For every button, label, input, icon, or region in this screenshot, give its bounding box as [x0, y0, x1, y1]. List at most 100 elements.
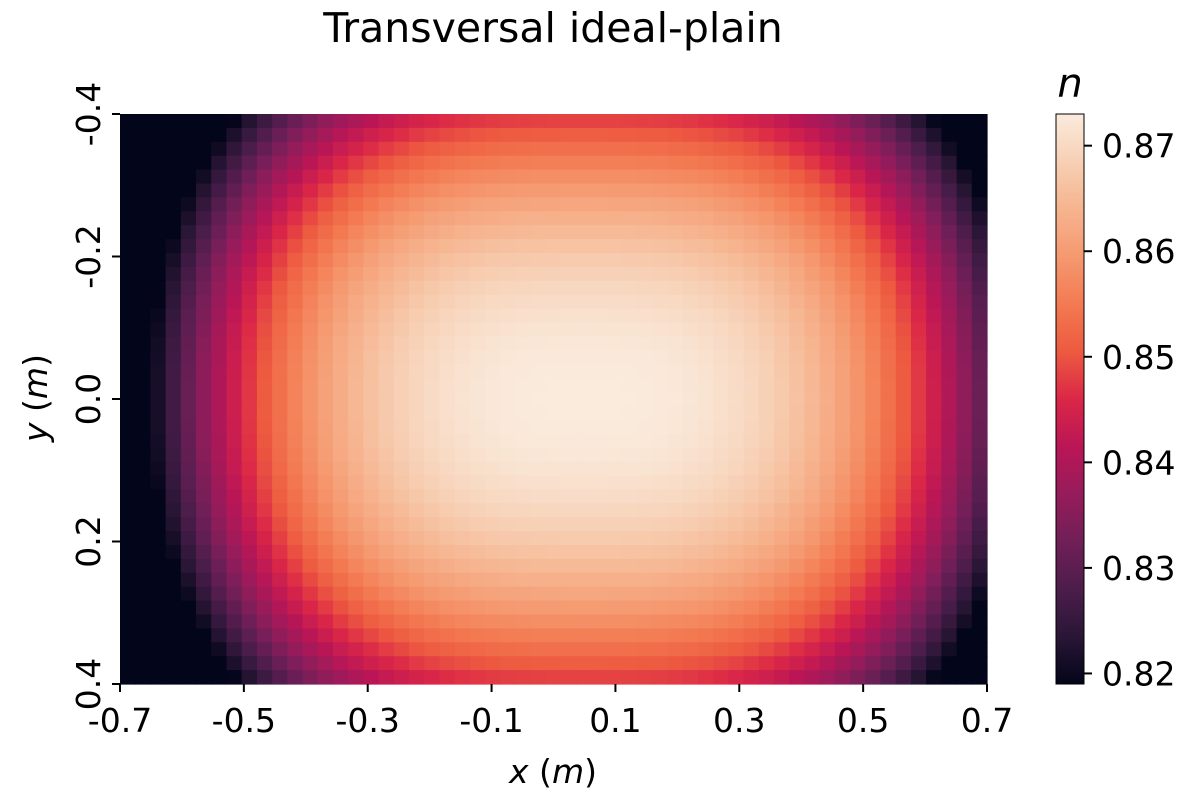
- heatmap-cell: [804, 586, 821, 602]
- heatmap-cell: [850, 419, 866, 435]
- heatmap-cell: [637, 336, 653, 351]
- heatmap-cell: [804, 197, 821, 212]
- heatmap-cell: [819, 503, 836, 518]
- heatmap-cell: [485, 350, 501, 365]
- x-tick-label: 0.1: [589, 701, 641, 740]
- heatmap-cell: [150, 350, 167, 365]
- heatmap-cell: [500, 614, 517, 629]
- heatmap-cell: [926, 239, 942, 254]
- heatmap-cell: [485, 266, 501, 282]
- heatmap-cell: [713, 294, 730, 310]
- heatmap-cell: [226, 392, 243, 407]
- heatmap-cell: [667, 183, 684, 199]
- heatmap-cell: [241, 294, 258, 310]
- heatmap-cell: [910, 336, 927, 351]
- heatmap-cell: [576, 141, 593, 157]
- heatmap-cell: [774, 628, 790, 643]
- heatmap-cell: [713, 642, 730, 657]
- heatmap-cell: [500, 572, 517, 588]
- heatmap-cell: [500, 322, 517, 338]
- heatmap-cell: [728, 656, 745, 671]
- heatmap-cell: [545, 489, 562, 504]
- heatmap-cell: [713, 544, 730, 560]
- heatmap-cell: [698, 670, 714, 685]
- heatmap-cell: [545, 656, 562, 671]
- heatmap-cell: [150, 531, 167, 546]
- heatmap-cell: [469, 169, 486, 185]
- heatmap-cell: [211, 628, 228, 643]
- heatmap-cell: [652, 461, 669, 477]
- heatmap-cell: [302, 336, 319, 351]
- heatmap-cell: [819, 294, 836, 310]
- heatmap-cell: [713, 656, 730, 671]
- heatmap-cell: [698, 642, 714, 657]
- heatmap-cell: [591, 558, 608, 574]
- heatmap-cell: [454, 239, 471, 254]
- heatmap-cell: [439, 280, 456, 296]
- heatmap-cell: [637, 364, 653, 379]
- heatmap-cell: [774, 572, 790, 588]
- heatmap-cell: [393, 614, 410, 629]
- heatmap-cell: [910, 211, 927, 226]
- heatmap-cell: [926, 266, 942, 282]
- heatmap-cell: [150, 447, 167, 463]
- heatmap-cell: [910, 517, 927, 532]
- heatmap-cell: [211, 447, 228, 463]
- heatmap-cell: [378, 392, 395, 407]
- heatmap-cell: [758, 308, 775, 324]
- heatmap-cell: [196, 656, 212, 671]
- heatmap-cell: [713, 461, 730, 477]
- heatmap-cell: [698, 656, 714, 671]
- heatmap-cell: [211, 294, 228, 310]
- heatmap-cell: [698, 600, 714, 616]
- heatmap-cell: [682, 558, 699, 574]
- heatmap-cell: [530, 294, 547, 310]
- heatmap-cell: [667, 197, 684, 212]
- heatmap-cell: [469, 392, 486, 407]
- heatmap-cell: [515, 656, 532, 671]
- heatmap-cell: [393, 433, 410, 449]
- heatmap-cell: [804, 558, 821, 574]
- heatmap-cell: [637, 558, 653, 574]
- heatmap-cell: [272, 586, 288, 602]
- heatmap-cell: [409, 558, 425, 574]
- heatmap-cell: [971, 280, 988, 296]
- heatmap-cell: [302, 239, 319, 254]
- heatmap-cell: [500, 266, 517, 282]
- heatmap-cell: [834, 461, 851, 477]
- heatmap-cell: [698, 183, 714, 199]
- heatmap-cell: [758, 600, 775, 616]
- heatmap-cell: [120, 294, 136, 310]
- heatmap-cell: [165, 266, 182, 282]
- heatmap-cell: [545, 266, 562, 282]
- heatmap-cell: [363, 433, 380, 449]
- heatmap-cell: [728, 642, 745, 657]
- heatmap-cell: [545, 336, 562, 351]
- heatmap-cell: [880, 656, 897, 671]
- heatmap-cell: [287, 266, 304, 282]
- heatmap-cell: [150, 114, 167, 129]
- heatmap-cell: [774, 531, 790, 546]
- heatmap-cell: [363, 461, 380, 477]
- heatmap-cell: [819, 656, 836, 671]
- heatmap-cell: [971, 266, 988, 282]
- heatmap-cell: [378, 141, 395, 157]
- heatmap-cell: [682, 155, 699, 171]
- y-tick-label: 0.0: [69, 373, 108, 425]
- heatmap-cell: [469, 141, 486, 157]
- heatmap-cell: [135, 114, 152, 129]
- heatmap-cell: [515, 503, 532, 518]
- heatmap-cell: [667, 656, 684, 671]
- heatmap-cell: [698, 294, 714, 310]
- heatmap-cell: [576, 225, 593, 240]
- heatmap-cell: [561, 336, 577, 351]
- heatmap-cell: [682, 531, 699, 546]
- heatmap-cell: [865, 544, 882, 560]
- heatmap-cell: [424, 336, 441, 351]
- heatmap-cell: [576, 322, 593, 338]
- heatmap-cell: [150, 558, 167, 574]
- heatmap-cell: [196, 266, 212, 282]
- heatmap-cell: [180, 475, 197, 490]
- heatmap-cell: [196, 169, 212, 185]
- heatmap-cell: [317, 239, 334, 254]
